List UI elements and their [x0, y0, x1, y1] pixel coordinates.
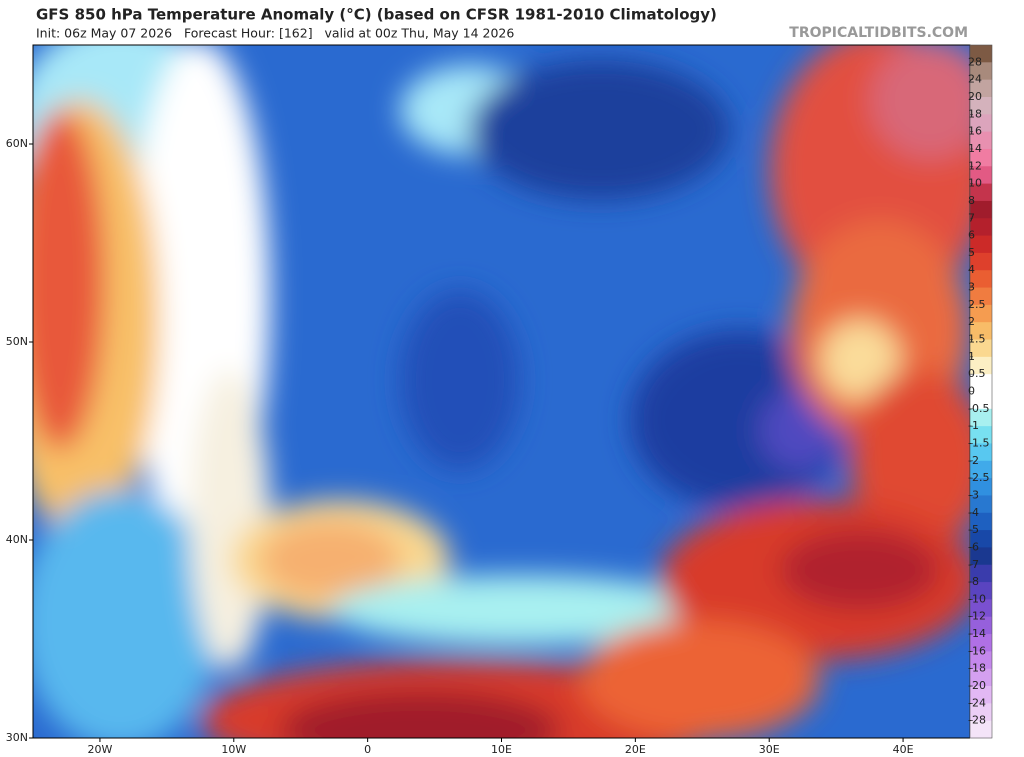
- colorbar-label: -12: [968, 610, 986, 623]
- colorbar-swatch: [970, 391, 992, 410]
- colorbar-swatch: [970, 478, 992, 496]
- colorbar-label: 4: [968, 263, 975, 276]
- colorbar-swatch: [970, 720, 992, 739]
- colorbar-label: -7: [968, 558, 979, 571]
- lon-tick-label: 10W: [221, 743, 246, 756]
- colorbar-swatch: [970, 512, 992, 531]
- colorbar-label: -8: [968, 575, 979, 588]
- colorbar-swatch: [970, 616, 992, 635]
- colorbar-swatch: [970, 166, 992, 185]
- colorbar-swatch: [970, 322, 992, 341]
- colorbar-label: 24: [968, 73, 982, 86]
- colorbar-swatch: [970, 426, 992, 444]
- colorbar-swatch: [970, 356, 992, 375]
- lon-tick-label: 0: [364, 743, 371, 756]
- lat-tick-label: 50N: [6, 335, 28, 348]
- colorbar-label: 16: [968, 125, 982, 138]
- colorbar-swatch: [970, 45, 992, 63]
- title: GFS 850 hPa Temperature Anomaly (°C) (ba…: [36, 6, 717, 24]
- colorbar-swatch: [970, 183, 992, 202]
- lat-tick-label: 30N: [6, 731, 28, 744]
- colorbar-label: -3: [968, 488, 979, 501]
- colorbar-swatch: [970, 443, 992, 462]
- colorbar-label: -1.5: [968, 436, 989, 449]
- colorbar-swatch: [970, 131, 992, 150]
- colorbar-swatch: [970, 564, 992, 583]
- colorbar-label: 1: [968, 350, 975, 363]
- colorbar-swatch: [970, 62, 992, 81]
- lat-tick-label: 40N: [6, 533, 28, 546]
- colorbar-swatch: [970, 270, 992, 289]
- colorbar-label: 0: [968, 385, 975, 398]
- colorbar-swatch: [970, 495, 992, 514]
- colorbar-label: 2.5: [968, 298, 986, 311]
- colorbar-label: 10: [968, 177, 982, 190]
- lon-tick-label: 10E: [491, 743, 512, 756]
- anomaly-field: [33, 45, 970, 738]
- colorbar-label: 1.5: [968, 333, 986, 346]
- colorbar-swatch: [970, 634, 992, 652]
- colorbar-label: -0.5: [968, 402, 989, 415]
- colorbar-swatch: [970, 148, 992, 167]
- colorbar-swatch: [970, 252, 992, 271]
- colorbar-label: -20: [968, 679, 986, 692]
- colorbar-swatch: [970, 339, 992, 358]
- colorbar-label: 12: [968, 159, 982, 172]
- colorbar-swatch: [970, 218, 992, 237]
- colorbar-label: 20: [968, 90, 982, 103]
- colorbar-label: -14: [968, 627, 986, 640]
- colorbar-label: 18: [968, 107, 982, 120]
- colorbar-swatch: [970, 114, 992, 133]
- colorbar-label: -16: [968, 644, 986, 657]
- colorbar-label: -24: [968, 696, 986, 709]
- colorbar-label: 7: [968, 211, 975, 224]
- lat-tick-label: 60N: [6, 137, 28, 150]
- colorbar-swatch: [970, 200, 992, 219]
- colorbar-label: 6: [968, 229, 975, 242]
- colorbar-label: -5: [968, 523, 979, 536]
- colorbar-label: 5: [968, 246, 975, 259]
- colorbar-swatch: [970, 304, 992, 323]
- colorbar-label: -28: [968, 714, 986, 727]
- colorbar-label: -1: [968, 419, 979, 432]
- colorbar-swatch: [970, 599, 992, 618]
- colorbar-swatch: [970, 287, 992, 306]
- colorbar-swatch: [970, 686, 992, 704]
- colorbar-label: 3: [968, 281, 975, 294]
- colorbar-label: -2: [968, 454, 979, 467]
- colorbar-label: 8: [968, 194, 975, 207]
- colorbar-label: 2: [968, 315, 975, 328]
- colorbar-label: -6: [968, 540, 979, 553]
- colorbar-label: -2.5: [968, 471, 989, 484]
- colorbar-swatch: [970, 374, 992, 392]
- colorbar-swatch: [970, 460, 992, 479]
- colorbar-label: -10: [968, 592, 986, 605]
- colorbar-swatch: [970, 530, 992, 548]
- lon-tick-label: 30E: [759, 743, 780, 756]
- colorbar-label: 0.5: [968, 367, 986, 380]
- colorbar-label: 28: [968, 55, 982, 68]
- lon-tick-label: 40E: [893, 743, 914, 756]
- colorbar-label: -4: [968, 506, 979, 519]
- colorbar-swatch: [970, 96, 992, 115]
- watermark: TROPICALTIDBITS.COM: [789, 25, 968, 41]
- colorbar-swatch: [970, 582, 992, 600]
- colorbar-swatch: [970, 668, 992, 687]
- colorbar-swatch: [970, 79, 992, 98]
- colorbar-swatch: [970, 651, 992, 670]
- colorbar-swatch: [970, 703, 992, 722]
- colorbar: 28 24 20 18 16 14 12 10 8 7 6 5 4 3 2.5 2 1.5 1 0.5 0 -0.5 -1…: [968, 44, 993, 739]
- colorbar-swatch: [970, 235, 992, 254]
- axes: 20W 10W 0 10E 20E 30E 40E 60N 50N 40N 30N: [6, 137, 914, 756]
- colorbar-label: 14: [968, 142, 982, 155]
- lon-tick-label: 20E: [625, 743, 646, 756]
- lon-tick-label: 20W: [87, 743, 112, 756]
- colorbar-swatch: [970, 408, 992, 427]
- subtitle: Init: 06z May 07 2026 Forecast Hour: [16…: [36, 26, 514, 41]
- colorbar-label: -18: [968, 662, 986, 675]
- colorbar-swatch: [970, 547, 992, 566]
